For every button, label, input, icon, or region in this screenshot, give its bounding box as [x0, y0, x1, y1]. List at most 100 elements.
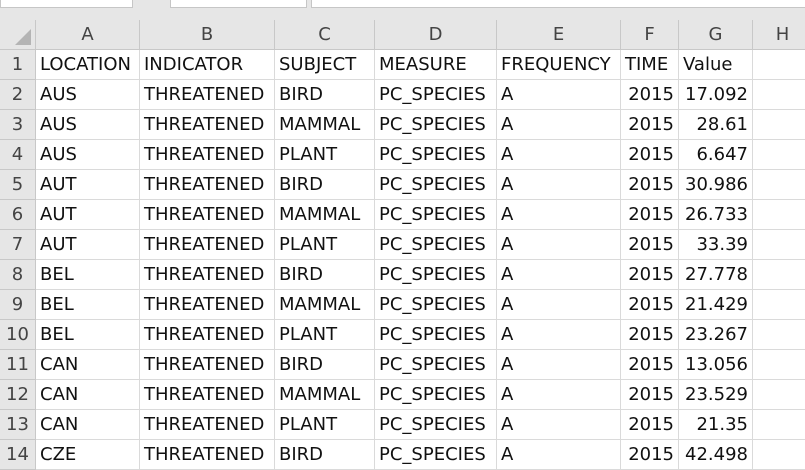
cell-h5[interactable] [753, 170, 805, 200]
cell-d8[interactable]: PC_SPECIES [375, 260, 497, 290]
cell-a8[interactable]: BEL [36, 260, 140, 290]
cell-b14[interactable]: THREATENED [140, 440, 275, 470]
row-header[interactable]: 12 [0, 380, 36, 410]
cell-h11[interactable] [753, 350, 805, 380]
cell-c12[interactable]: MAMMAL [275, 380, 375, 410]
cell-f12[interactable]: 2015 [621, 380, 679, 410]
name-box[interactable] [0, 0, 133, 8]
cell-b7[interactable]: THREATENED [140, 230, 275, 260]
row-header[interactable]: 8 [0, 260, 36, 290]
cell-c7[interactable]: PLANT [275, 230, 375, 260]
cell-c10[interactable]: PLANT [275, 320, 375, 350]
cell-e11[interactable]: A [497, 350, 621, 380]
cell-b5[interactable]: THREATENED [140, 170, 275, 200]
cell-f3[interactable]: 2015 [621, 110, 679, 140]
cell-d2[interactable]: PC_SPECIES [375, 80, 497, 110]
column-header-f[interactable]: F [621, 20, 679, 50]
cell-f4[interactable]: 2015 [621, 140, 679, 170]
cell-h6[interactable] [753, 200, 805, 230]
cell-e8[interactable]: A [497, 260, 621, 290]
cell-a1[interactable]: LOCATION [36, 50, 140, 80]
column-header-e[interactable]: E [497, 20, 621, 50]
cell-h2[interactable] [753, 80, 805, 110]
cell-a12[interactable]: CAN [36, 380, 140, 410]
row-header[interactable]: 3 [0, 110, 36, 140]
cell-b9[interactable]: THREATENED [140, 290, 275, 320]
select-all-corner[interactable] [0, 20, 36, 50]
row-header[interactable]: 10 [0, 320, 36, 350]
cell-b1[interactable]: INDICATOR [140, 50, 275, 80]
cell-f1[interactable]: TIME [621, 50, 679, 80]
cell-d13[interactable]: PC_SPECIES [375, 410, 497, 440]
cell-e14[interactable]: A [497, 440, 621, 470]
cell-g11[interactable]: 13.056 [679, 350, 753, 380]
cell-e13[interactable]: A [497, 410, 621, 440]
column-header-b[interactable]: B [140, 20, 275, 50]
row-header[interactable]: 5 [0, 170, 36, 200]
cell-d7[interactable]: PC_SPECIES [375, 230, 497, 260]
cell-b8[interactable]: THREATENED [140, 260, 275, 290]
cell-d12[interactable]: PC_SPECIES [375, 380, 497, 410]
cell-d10[interactable]: PC_SPECIES [375, 320, 497, 350]
column-header-h[interactable]: H [753, 20, 805, 50]
cell-c3[interactable]: MAMMAL [275, 110, 375, 140]
cell-g14[interactable]: 42.498 [679, 440, 753, 470]
cell-h8[interactable] [753, 260, 805, 290]
column-header-d[interactable]: D [375, 20, 497, 50]
cell-h12[interactable] [753, 380, 805, 410]
cell-a13[interactable]: CAN [36, 410, 140, 440]
cell-c2[interactable]: BIRD [275, 80, 375, 110]
cell-c5[interactable]: BIRD [275, 170, 375, 200]
cell-f8[interactable]: 2015 [621, 260, 679, 290]
cell-g12[interactable]: 23.529 [679, 380, 753, 410]
cell-e1[interactable]: FREQUENCY [497, 50, 621, 80]
cell-h10[interactable] [753, 320, 805, 350]
row-header[interactable]: 13 [0, 410, 36, 440]
row-header[interactable]: 9 [0, 290, 36, 320]
cell-d9[interactable]: PC_SPECIES [375, 290, 497, 320]
cell-h14[interactable] [753, 440, 805, 470]
cell-h13[interactable] [753, 410, 805, 440]
cell-g4[interactable]: 6.647 [679, 140, 753, 170]
cell-g8[interactable]: 27.778 [679, 260, 753, 290]
formula-input[interactable] [311, 0, 805, 8]
cell-d4[interactable]: PC_SPECIES [375, 140, 497, 170]
cell-f14[interactable]: 2015 [621, 440, 679, 470]
cell-f6[interactable]: 2015 [621, 200, 679, 230]
cell-e10[interactable]: A [497, 320, 621, 350]
cell-e4[interactable]: A [497, 140, 621, 170]
cell-g6[interactable]: 26.733 [679, 200, 753, 230]
cell-e3[interactable]: A [497, 110, 621, 140]
cell-e12[interactable]: A [497, 380, 621, 410]
cell-c8[interactable]: BIRD [275, 260, 375, 290]
cell-g13[interactable]: 21.35 [679, 410, 753, 440]
cell-b13[interactable]: THREATENED [140, 410, 275, 440]
row-header[interactable]: 2 [0, 80, 36, 110]
cell-a3[interactable]: AUS [36, 110, 140, 140]
cell-f11[interactable]: 2015 [621, 350, 679, 380]
row-header[interactable]: 6 [0, 200, 36, 230]
cell-g7[interactable]: 33.39 [679, 230, 753, 260]
cell-f2[interactable]: 2015 [621, 80, 679, 110]
cell-c1[interactable]: SUBJECT [275, 50, 375, 80]
cell-h4[interactable] [753, 140, 805, 170]
cell-e9[interactable]: A [497, 290, 621, 320]
cell-c13[interactable]: PLANT [275, 410, 375, 440]
row-header[interactable]: 14 [0, 440, 36, 470]
row-header[interactable]: 7 [0, 230, 36, 260]
cell-a5[interactable]: AUT [36, 170, 140, 200]
cell-d3[interactable]: PC_SPECIES [375, 110, 497, 140]
cell-c14[interactable]: BIRD [275, 440, 375, 470]
cell-b10[interactable]: THREATENED [140, 320, 275, 350]
formula-controls[interactable] [170, 0, 307, 8]
cell-h1[interactable] [753, 50, 805, 80]
cell-d5[interactable]: PC_SPECIES [375, 170, 497, 200]
cell-a10[interactable]: BEL [36, 320, 140, 350]
cell-d1[interactable]: MEASURE [375, 50, 497, 80]
cell-f10[interactable]: 2015 [621, 320, 679, 350]
cell-a7[interactable]: AUT [36, 230, 140, 260]
cell-c9[interactable]: MAMMAL [275, 290, 375, 320]
cell-g10[interactable]: 23.267 [679, 320, 753, 350]
cell-a14[interactable]: CZE [36, 440, 140, 470]
row-header[interactable]: 11 [0, 350, 36, 380]
